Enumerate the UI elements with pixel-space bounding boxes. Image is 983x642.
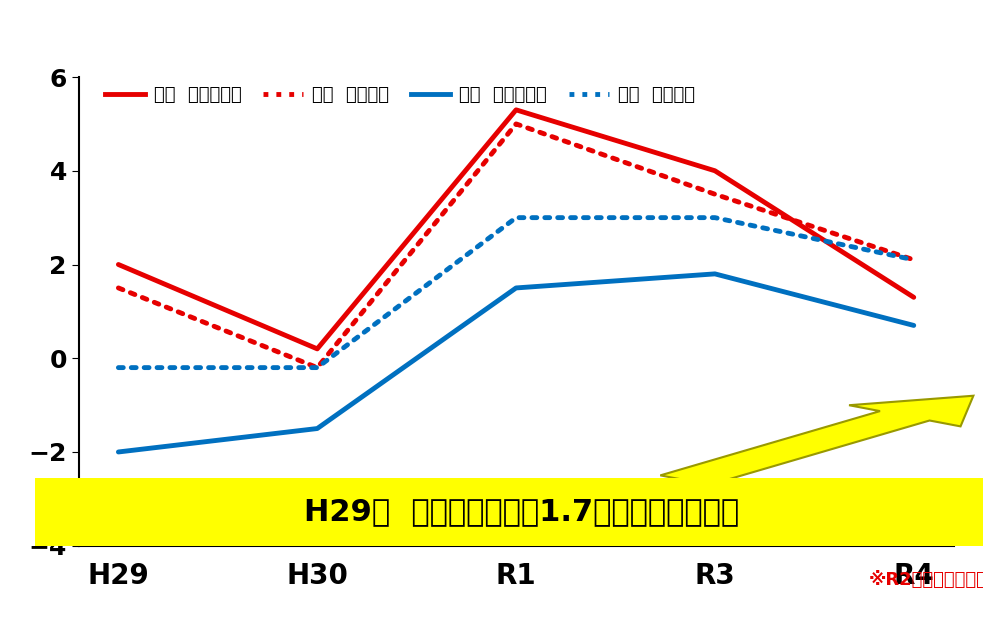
Legend: 国語  全国との差, 国語  県との差, 算数  全国との差, 算数  県との差: 国語 全国との差, 国語 県との差, 算数 全国との差, 算数 県との差 [105,86,695,104]
Text: H29比  県との差は平均1.7ポイントの伸び！: H29比 県との差は平均1.7ポイントの伸び！ [305,497,739,526]
FancyArrow shape [661,395,973,485]
Polygon shape [35,478,983,546]
Text: ※R2は実施していません: ※R2は実施していません [869,571,983,589]
